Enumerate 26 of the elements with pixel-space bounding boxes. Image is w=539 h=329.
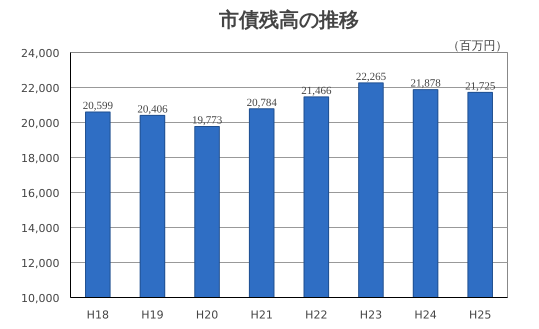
annotation: （百万円） [448,38,508,52]
data-label: 21,878 [410,78,442,90]
y-tick-label: 20,000 [21,117,60,130]
x-tick-label: H23 [360,308,382,322]
x-tick-label: H25 [469,308,492,322]
data-label: 21,725 [465,80,496,92]
x-tick-label: H21 [250,308,273,322]
data-label: 21,466 [301,84,332,97]
y-tick-label: 10,000 [21,292,60,305]
data-label: 20,406 [137,103,168,116]
y-tick-label: 16,000 [21,187,60,200]
x-tick-label: H20 [196,308,218,322]
x-tick-label: H18 [86,308,109,322]
x-tick-label: H22 [305,308,328,322]
y-tick-label: 12,000 [21,257,60,270]
data-label: 22,265 [356,70,387,83]
chart-title: 市債残高の推移 [218,8,359,32]
y-tick-label: 22,000 [21,82,60,95]
x-tick-label: H24 [414,308,437,322]
data-label: 19,773 [192,114,223,126]
x-tick-label: H19 [141,308,164,322]
y-tick-label: 24,000 [21,47,60,60]
data-label: 20,784 [246,96,278,109]
data-label: 20,599 [82,100,114,112]
y-tick-label: 14,000 [21,222,60,235]
y-tick-label: 18,000 [21,152,60,165]
